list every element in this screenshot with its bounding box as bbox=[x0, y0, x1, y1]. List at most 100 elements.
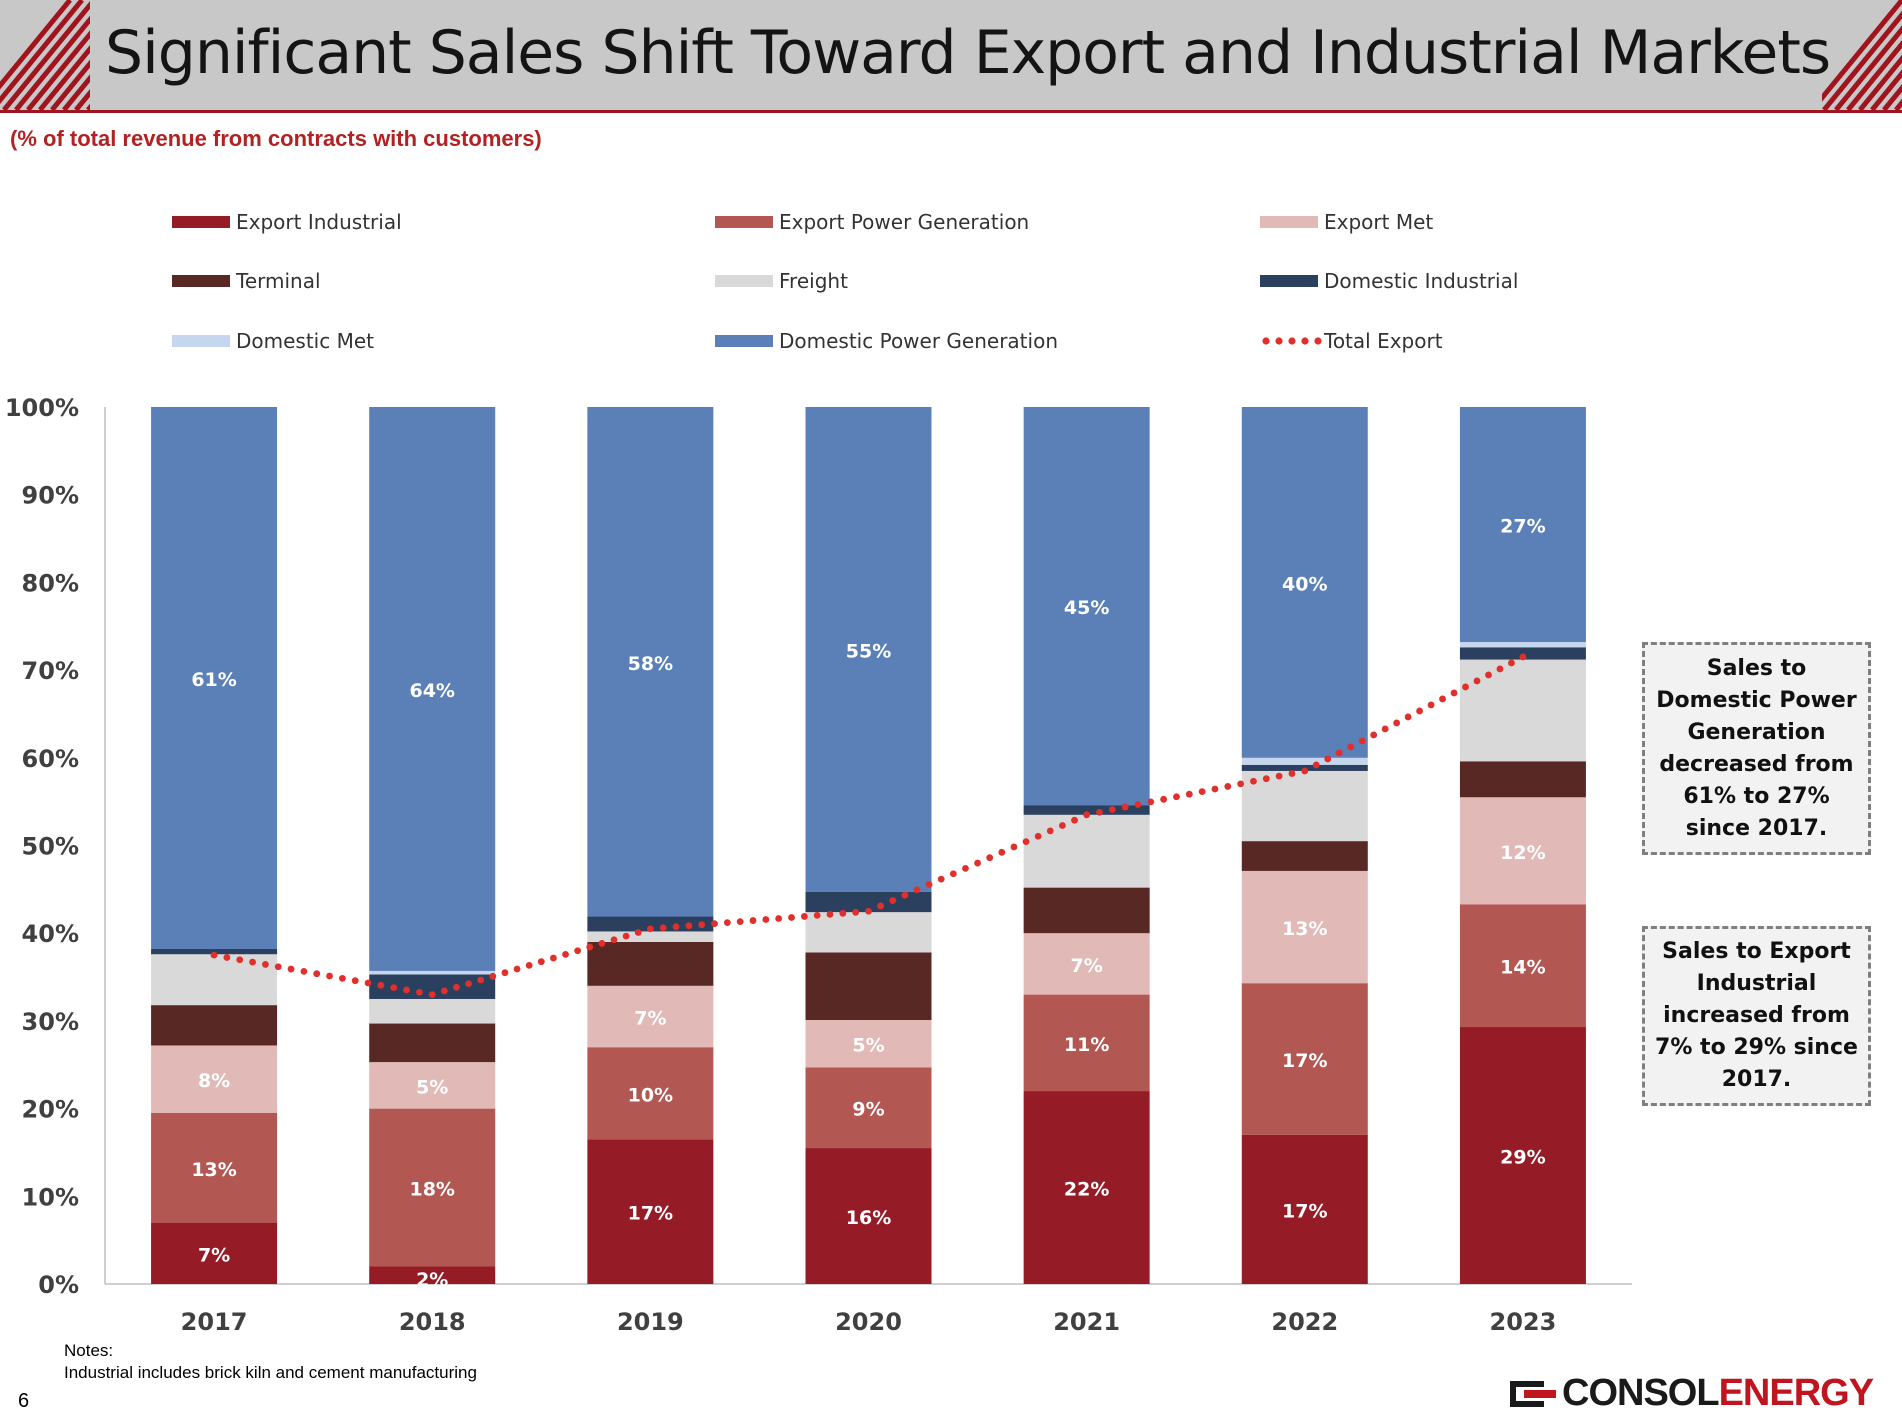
bar-segment bbox=[587, 1047, 714, 1140]
line-dot bbox=[865, 907, 872, 915]
line-dot bbox=[1508, 659, 1515, 667]
line-dot bbox=[901, 891, 909, 899]
bar-stack: 29% 14% 12% 27% bbox=[1459, 407, 1586, 1284]
legend-item: Total Export bbox=[1262, 329, 1443, 353]
bar-segment bbox=[1241, 757, 1368, 765]
line-dot bbox=[1198, 788, 1206, 795]
bar-segment bbox=[1459, 797, 1586, 905]
y-tick-label: 70% bbox=[22, 657, 79, 685]
line-dot bbox=[1250, 777, 1257, 785]
bar-segment bbox=[805, 1067, 932, 1149]
line-dot bbox=[1160, 795, 1168, 803]
line-dot bbox=[698, 921, 706, 929]
bar-stack: 16% 9% 5% 55% bbox=[805, 407, 932, 1284]
bar-stack: 17% 17% 13% 40% bbox=[1241, 407, 1368, 1284]
line-dot bbox=[1096, 808, 1103, 816]
y-tick-label: 10% bbox=[22, 1183, 79, 1211]
bar-segment bbox=[1023, 1091, 1150, 1284]
legend-dot bbox=[1288, 337, 1296, 345]
legend-dot bbox=[1314, 337, 1322, 345]
legend-swatch bbox=[172, 275, 230, 287]
line-dot bbox=[974, 859, 981, 867]
line-dot bbox=[1381, 725, 1389, 733]
logo-mark-icon bbox=[1510, 1380, 1556, 1407]
line-dot bbox=[274, 963, 282, 971]
line-dot bbox=[1485, 671, 1492, 679]
y-tick-label: 20% bbox=[22, 1096, 79, 1124]
bar-stack: 2% 18% 5% 64% bbox=[369, 407, 496, 1291]
line-dot bbox=[403, 986, 410, 994]
x-tick-label: 2018 bbox=[399, 1308, 466, 1336]
bar-segment bbox=[1459, 1027, 1586, 1284]
header-stripe bbox=[14, 15, 90, 110]
legend-item: Export Met bbox=[1260, 210, 1433, 234]
line-dot bbox=[685, 922, 693, 930]
bar-segment bbox=[805, 407, 932, 892]
line-dot bbox=[513, 965, 521, 973]
line-dot bbox=[775, 915, 783, 922]
data-label: 13% bbox=[191, 1159, 236, 1181]
line-dot bbox=[364, 979, 372, 987]
data-label: 17% bbox=[1282, 1050, 1327, 1072]
y-tick-label: 80% bbox=[22, 569, 79, 597]
line-dot bbox=[223, 954, 231, 961]
bar-segment bbox=[369, 998, 496, 1024]
page-title: Significant Sales Shift Toward Export an… bbox=[105, 18, 1831, 88]
line-dot bbox=[1185, 790, 1193, 798]
legend-swatch bbox=[172, 216, 230, 228]
data-label: 7% bbox=[198, 1244, 230, 1266]
header-stripe bbox=[1822, 10, 1902, 110]
data-label: 5% bbox=[852, 1035, 884, 1057]
bar-segment bbox=[1241, 841, 1368, 871]
bar-segment bbox=[1241, 1134, 1368, 1284]
bar-segment bbox=[805, 912, 932, 953]
bar-segment bbox=[1459, 659, 1586, 762]
line-dot bbox=[249, 958, 256, 966]
line-dot bbox=[338, 974, 346, 982]
line-dot bbox=[377, 981, 385, 989]
line-dot bbox=[610, 936, 618, 944]
x-tick-label: 2020 bbox=[835, 1308, 902, 1336]
bar-stack: 7% 13% 8% 61% bbox=[151, 407, 278, 1284]
line-dot bbox=[1312, 761, 1320, 769]
bar-segment bbox=[151, 1005, 278, 1046]
line-dot bbox=[1083, 811, 1091, 819]
legend-swatch bbox=[1260, 275, 1318, 287]
line-dot bbox=[313, 970, 321, 978]
bar-segment bbox=[1023, 933, 1150, 995]
bar-segment bbox=[151, 948, 278, 955]
header-stripe bbox=[1870, 69, 1902, 110]
header-stripe bbox=[62, 74, 90, 110]
data-label: 14% bbox=[1500, 957, 1545, 979]
line-dot bbox=[236, 956, 244, 964]
line-dot bbox=[210, 951, 218, 959]
bar-stack: 22% 11% 7% 45% bbox=[1023, 407, 1150, 1284]
legend-label: Export Industrial bbox=[236, 210, 402, 234]
line-dot bbox=[826, 910, 834, 918]
line-dot bbox=[925, 881, 933, 888]
legend-label: Total Export bbox=[1323, 329, 1443, 353]
legend-dot bbox=[1275, 337, 1283, 345]
legend-item: Domestic Industrial bbox=[1260, 269, 1518, 293]
x-tick-label: 2022 bbox=[1271, 1308, 1338, 1336]
y-tick-label: 60% bbox=[22, 745, 79, 773]
line-dot bbox=[1237, 780, 1245, 788]
line-dot bbox=[1427, 701, 1435, 709]
logo-text-consol: CONSOL bbox=[1562, 1372, 1720, 1414]
legend-label: Terminal bbox=[235, 269, 321, 293]
line-dot bbox=[877, 902, 885, 910]
header-stripes-right bbox=[1822, 0, 1902, 110]
legend-label: Freight bbox=[779, 269, 848, 293]
line-dot bbox=[453, 983, 460, 991]
bar-segment bbox=[369, 1023, 496, 1063]
chart-subtitle: (% of total revenue from contracts with … bbox=[10, 126, 542, 151]
bar-segment bbox=[151, 1222, 278, 1284]
legend-swatch bbox=[172, 335, 230, 347]
header-stripe bbox=[1858, 54, 1902, 110]
line-dot bbox=[634, 929, 642, 936]
data-label: 58% bbox=[628, 653, 673, 675]
bar-segment bbox=[369, 407, 496, 971]
data-label: 27% bbox=[1500, 516, 1545, 538]
bar-segment bbox=[369, 1062, 496, 1109]
x-tick-label: 2021 bbox=[1053, 1308, 1120, 1336]
